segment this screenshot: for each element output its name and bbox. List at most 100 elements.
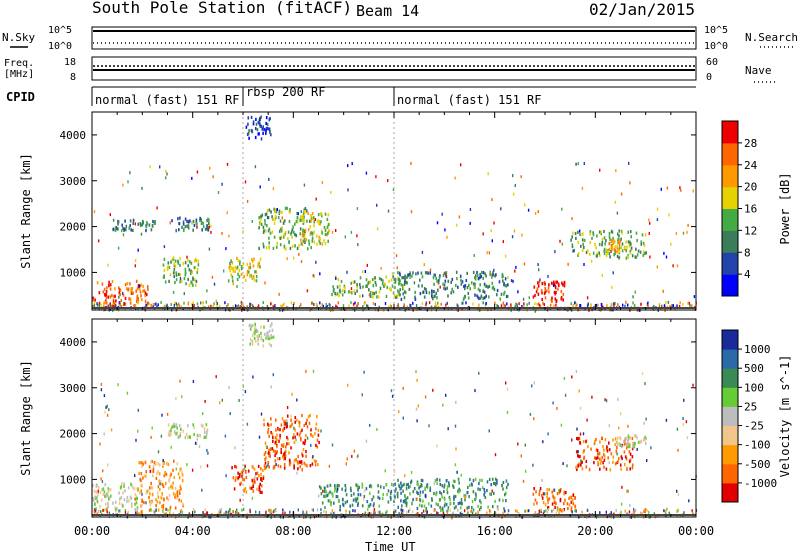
echo-cell [240,471,243,475]
echo-cell [403,282,406,286]
ground-cell [387,514,389,518]
ground-cell [93,301,96,305]
echo-speckle [544,492,546,496]
echo-cell [265,212,268,216]
echo-cell [316,415,318,419]
echo-cell [176,431,178,435]
echo-speckle [186,463,188,467]
echo-speckle [169,221,171,225]
echo-cell [419,292,422,296]
echo-cell [442,273,445,278]
echo-cell [336,483,339,487]
echo-cell [494,499,496,503]
echo-cell [537,284,540,288]
echo-cell [302,448,305,452]
echo-cell [273,464,276,469]
echo-cell [419,485,422,489]
echo-cell [177,435,179,440]
echo-cell [421,275,424,279]
echo-cell [619,463,622,467]
echo-cell [369,491,371,495]
echo-cell [628,244,631,248]
echo-cell [229,261,231,265]
echo-cell [389,495,392,499]
ground-cell [287,514,290,518]
ground-cell [319,301,321,305]
echo-cell [187,258,189,262]
echo-cell [577,437,579,441]
echo-cell [294,428,296,432]
echo-cell [596,452,599,456]
echo-cell [282,444,285,448]
echo-cell [547,498,549,502]
ground-cell [187,301,190,305]
echo-cell [135,289,137,293]
echo-cell [251,258,253,262]
echo-cell [124,283,127,287]
echo-cell [629,230,632,234]
echo-cell [629,240,631,244]
echo-cell [173,262,175,266]
echo-speckle [291,392,293,396]
echo-cell [174,280,176,285]
echo-cell [402,292,405,296]
echo-cell [256,128,259,132]
echo-cell [108,497,110,501]
echo-speckle [166,496,168,500]
echo-cell [252,489,255,493]
echo-cell [286,442,288,446]
echo-cell [399,293,401,297]
echo-cell [611,230,614,234]
echo-cell [329,499,331,503]
echo-cell [597,460,599,465]
echo-cell [613,240,616,244]
echo-cell [467,485,469,489]
x-tick-label: 20:00 [577,524,613,538]
echo-cell [610,229,613,233]
echo-cell [401,284,404,288]
echo-cell [188,268,191,272]
ground-cell [164,514,167,518]
echo-speckle [134,222,136,226]
echo-cell [599,440,601,444]
echo-cell [546,492,549,496]
echo-cell [631,436,634,440]
echo-cell [376,295,378,299]
ground-cell [599,511,601,515]
echo-cell [551,299,553,303]
echo-cell [298,460,301,464]
echo-cell [439,274,441,278]
ground-cell [362,305,364,309]
echo-cell [285,449,287,453]
echo-cell [372,495,375,499]
ground-cell [647,510,650,514]
echo-cell [267,229,270,233]
echo-cell [294,244,296,248]
ground-cell [92,514,94,518]
echo-cell [207,217,209,221]
ground-cell [668,511,670,515]
echo-speckle [126,391,129,395]
echo-cell [262,225,265,229]
echo-cell [634,255,637,259]
echo-cell [576,464,579,468]
echo-cell [123,227,125,231]
echo-cell [331,292,333,297]
echo-cell [579,440,581,445]
ground-cell [268,511,271,515]
echo-cell [631,463,634,467]
echo-speckle [433,482,435,486]
echo-speckle [242,384,244,388]
echo-speckle [384,469,386,473]
echo-cell [445,275,448,279]
echo-cell [268,452,271,456]
echo-cell [449,497,451,501]
ground-cell [461,301,463,305]
echo-cell [262,125,264,129]
echo-cell [326,484,329,488]
echo-cell [289,461,292,465]
echo-cell [105,290,108,294]
colorbar-tick-label: 24 [744,159,758,172]
echo-cell [265,336,267,340]
ground-cell [489,509,492,513]
